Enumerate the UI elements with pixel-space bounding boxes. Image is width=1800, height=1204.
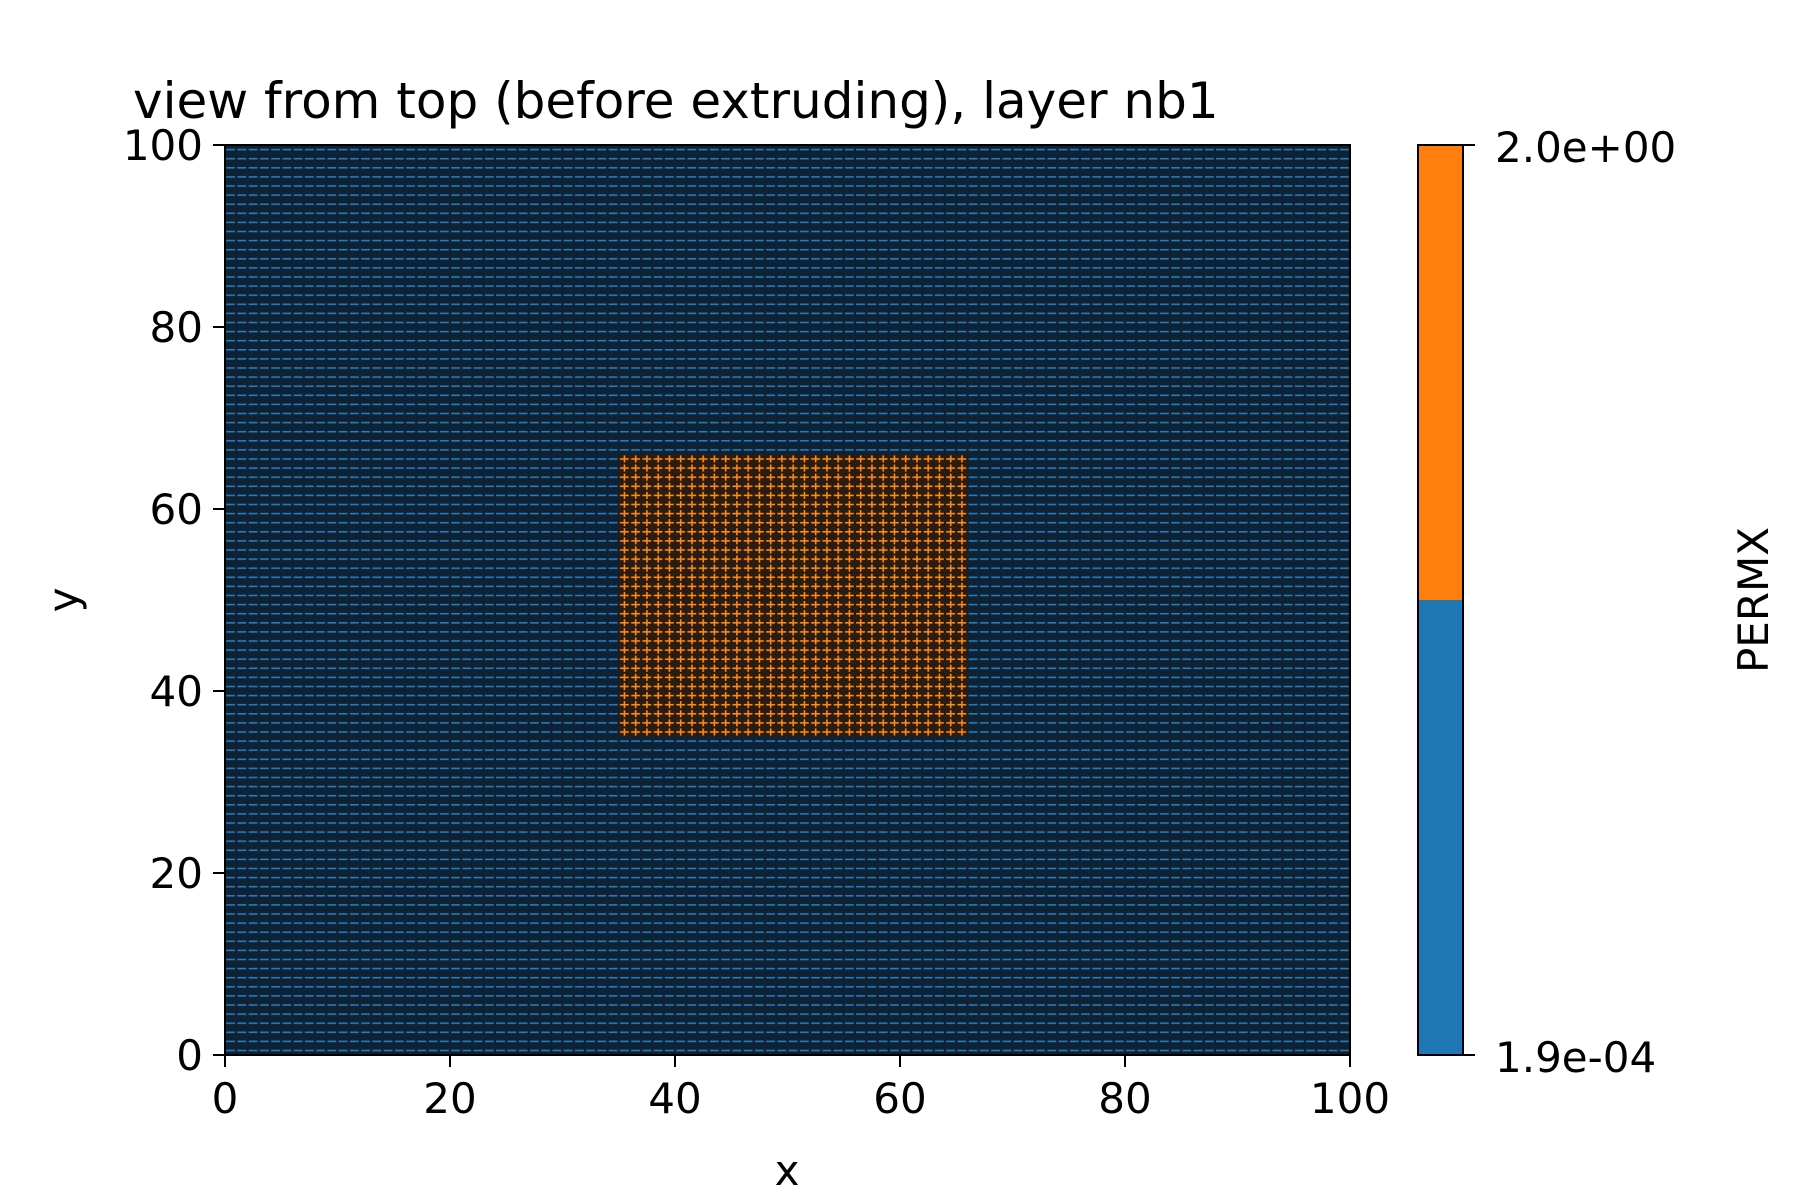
colorbar-tick-label-top: 2.0e+00 xyxy=(1495,123,1676,172)
y-tick-label: 40 xyxy=(150,667,203,716)
chart-title: view from top (before extruding), layer … xyxy=(133,72,1219,130)
x-tick-label: 40 xyxy=(648,1074,701,1123)
x-tick-label: 80 xyxy=(1098,1074,1151,1123)
y-tick-label: 0 xyxy=(176,1031,203,1080)
colorbar-frame xyxy=(1417,144,1464,1056)
plot-area xyxy=(224,144,1351,1056)
y-tick-label: 100 xyxy=(123,121,203,170)
y-axis-label: y xyxy=(39,588,88,613)
colorbar: 2.0e+00 1.9e-04 PERMX xyxy=(1417,123,1778,1082)
x-axis-label: x xyxy=(775,1146,800,1195)
colorbar-label: PERMX xyxy=(1729,527,1778,673)
x-tick-label: 100 xyxy=(1310,1074,1390,1123)
heatmap-regions xyxy=(618,454,968,737)
colorbar-tick-label-bottom: 1.9e-04 xyxy=(1495,1033,1656,1082)
y-tick-label: 60 xyxy=(150,485,203,534)
plot-frame xyxy=(224,144,1351,1056)
x-tick-label: 0 xyxy=(212,1074,239,1123)
y-tick-label: 20 xyxy=(150,849,203,898)
colorbar-segment-low xyxy=(1418,600,1463,1055)
y-tick-label: 80 xyxy=(150,303,203,352)
colorbar-segment-high xyxy=(1418,145,1463,600)
x-axis: 0 20 40 60 80 100 xyxy=(212,1055,1390,1123)
y-axis: 0 20 40 60 80 100 xyxy=(123,121,225,1080)
heatmap-region-high xyxy=(618,454,968,737)
x-tick-label: 60 xyxy=(873,1074,926,1123)
x-tick-label: 20 xyxy=(423,1074,476,1123)
